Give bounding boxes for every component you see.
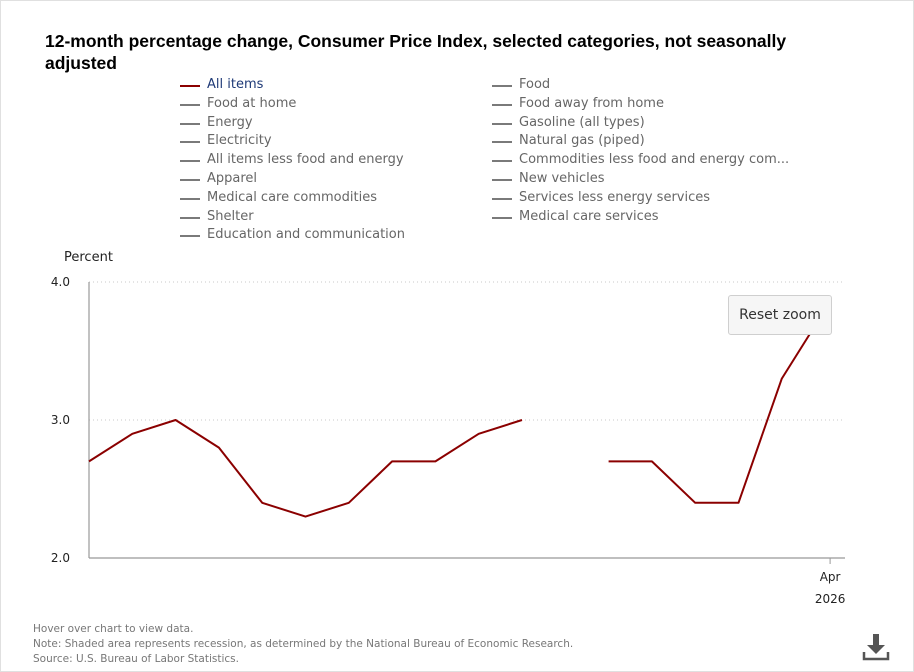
legend-label: All items less food and energy <box>207 152 404 168</box>
legend-swatch <box>492 141 512 144</box>
legend-label: Commodities less food and energy com... <box>519 152 790 168</box>
legend-swatch <box>492 103 512 106</box>
legend-swatch <box>492 216 512 219</box>
legend-label: Apparel <box>207 171 258 186</box>
legend-label: Electricity <box>207 133 272 149</box>
recession-note: Note: Shaded area represents recession, … <box>33 638 574 650</box>
legend-swatch <box>180 160 200 163</box>
legend-label: Education and communication <box>207 227 405 243</box>
hover-note: Hover over chart to view data. <box>33 623 194 635</box>
legend-swatch <box>492 179 512 181</box>
y-tick-label: 2.0 <box>51 551 70 565</box>
legend-label: Gasoline (all types) <box>519 114 645 130</box>
legend-swatch <box>180 103 200 106</box>
legend-swatch <box>492 160 512 163</box>
legend-label: Medical care commodities <box>207 189 377 205</box>
legend-swatch <box>180 85 200 87</box>
y-axis-label: Percent <box>64 250 113 265</box>
series-line-all-items <box>88 419 523 518</box>
legend-swatch <box>180 141 200 144</box>
x-tick-label-year: 2026 <box>815 592 846 606</box>
legend-label: Shelter <box>207 208 254 224</box>
x-tick-label-month: Apr <box>820 570 841 584</box>
legend-swatch <box>492 197 512 200</box>
legend-swatch <box>180 216 200 219</box>
legend-swatch <box>180 179 200 181</box>
legend-swatch <box>180 197 200 200</box>
legend-label: Energy <box>207 114 253 130</box>
legend-swatch <box>180 235 200 238</box>
y-tick-label: 3.0 <box>51 413 70 427</box>
reset-zoom-button[interactable]: Reset zoom <box>728 295 832 335</box>
chart-title: 12-month percentage change, Consumer Pri… <box>45 31 787 73</box>
source-note: Source: U.S. Bureau of Labor Statistics. <box>33 653 239 665</box>
legend-label: Natural gas (piped) <box>519 133 645 149</box>
legend-label: Food at home <box>207 95 297 111</box>
y-tick-label: 4.0 <box>51 275 70 289</box>
legend-label: New vehicles <box>519 171 605 186</box>
legend-swatch <box>492 122 512 125</box>
legend-label: Services less energy services <box>519 189 711 205</box>
series-line-all-items <box>608 309 826 504</box>
chart-notes: Hover over chart to view data. Note: Sha… <box>33 622 573 667</box>
download-icon[interactable] <box>862 632 890 662</box>
legend-label: Food <box>519 77 551 92</box>
legend-label: Food away from home <box>519 95 664 111</box>
legend-swatch <box>492 85 512 87</box>
legend-swatch <box>180 122 200 125</box>
legend-label: Medical care services <box>519 208 659 224</box>
legend-label: All items <box>207 77 264 92</box>
